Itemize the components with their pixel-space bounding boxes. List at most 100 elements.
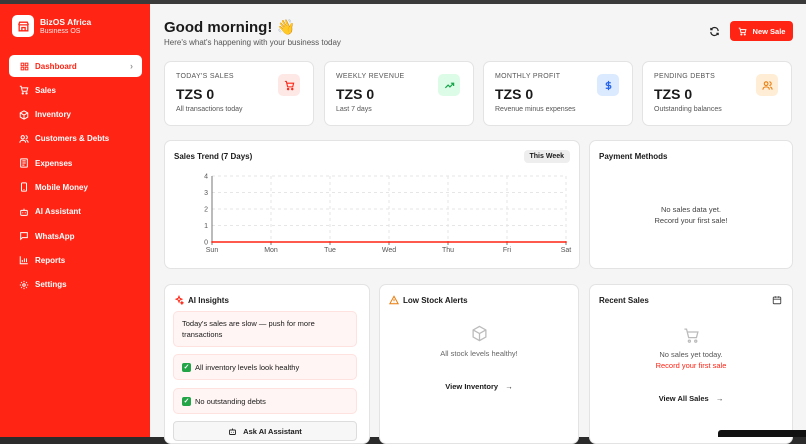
y-tick-label: 4 <box>204 174 208 181</box>
chevron-right-icon: › <box>130 61 133 71</box>
sales-trend-chart: 0 1 2 3 4 Sun Mon Tue Wed Thu Fri Sat <box>204 174 572 255</box>
sidebar-item-label: Settings <box>35 280 67 290</box>
data-point <box>329 241 331 243</box>
y-tick-label: 0 <box>204 240 208 247</box>
insight-text: No outstanding debts <box>195 396 266 406</box>
data-point <box>211 241 213 243</box>
stat-card-monthly-profit: MONTHLY PROFIT TZS 0 Revenue minus expen… <box>483 61 633 126</box>
data-point <box>270 241 272 243</box>
check-icon: ✓ <box>182 396 191 406</box>
cart-icon <box>19 85 29 95</box>
gear-icon <box>19 280 29 290</box>
stat-subtitle: Last 7 days <box>336 106 372 113</box>
ask-ai-assistant-button[interactable]: Ask AI Assistant <box>173 421 357 441</box>
sidebar-item-settings[interactable]: Settings <box>9 274 142 296</box>
x-tick-label: Sat <box>561 247 572 254</box>
check-icon: ✓ <box>182 362 191 372</box>
box-icon <box>19 109 29 120</box>
sidebar-item-label: WhatsApp <box>35 231 75 241</box>
warning-icon <box>389 295 399 305</box>
page-title: Good morning! 👋 <box>164 19 296 36</box>
sidebar-item-reports[interactable]: Reports <box>9 249 142 271</box>
stat-subtitle: Outstanding balances <box>654 106 722 113</box>
ask-ai-label: Ask AI Assistant <box>243 426 302 436</box>
low-stock-card: Low Stock Alerts All stock levels health… <box>379 284 579 444</box>
page-subtitle: Here's what's happening with your busine… <box>164 38 341 47</box>
sidebar-item-sales[interactable]: Sales <box>9 79 142 101</box>
stat-card-weekly-revenue: WEEKLY REVENUE TZS 0 Last 7 days <box>324 61 474 126</box>
stat-value: TZS 0 <box>495 86 534 102</box>
sidebar-item-label: AI Assistant <box>35 207 81 217</box>
data-point <box>565 241 567 243</box>
store-icon <box>12 15 34 37</box>
view-all-sales-link[interactable]: View All Sales → <box>590 394 792 403</box>
stat-subtitle: Revenue minus expenses <box>495 106 576 113</box>
stat-label: MONTHLY PROFIT <box>495 73 561 80</box>
stat-card-todays-sales: TODAY'S SALES TZS 0 All transactions tod… <box>164 61 314 126</box>
trending-up-icon <box>438 74 460 96</box>
sidebar-item-label: Inventory <box>35 110 72 120</box>
card-title: AI Insights <box>188 296 229 305</box>
record-first-sale-link[interactable]: Record your first sale <box>655 361 727 370</box>
sales-trend-card: Sales Trend (7 Days) This Week 0 1 2 3 4 Sun M… <box>164 140 580 269</box>
y-tick-label: 2 <box>204 207 208 214</box>
view-inventory-link[interactable]: View Inventory → <box>380 382 578 391</box>
sidebar-item-ai-assistant[interactable]: AI Assistant <box>9 201 142 223</box>
sidebar-item-expenses[interactable]: Expenses <box>9 152 142 174</box>
refresh-icon[interactable] <box>709 26 721 38</box>
y-tick-label: 3 <box>204 190 208 197</box>
insight-text: All inventory levels look healthy <box>195 362 300 372</box>
card-title: Sales Trend (7 Days) <box>174 152 253 161</box>
chat-icon <box>19 231 29 241</box>
dollar-icon <box>597 74 619 96</box>
sidebar-item-dashboard[interactable]: Dashboard › <box>9 55 142 77</box>
cart-icon <box>683 327 700 344</box>
sidebar-item-whatsapp[interactable]: WhatsApp <box>9 225 142 247</box>
ai-insights-card: AI Insights Today's sales are slow — pus… <box>164 284 370 444</box>
x-tick-label: Wed <box>382 247 396 254</box>
arrow-right-icon: → <box>715 394 724 403</box>
bot-icon <box>228 427 237 436</box>
stat-card-pending-debts: PENDING DEBTS TZS 0 Outstanding balances <box>642 61 792 126</box>
sidebar-item-inventory[interactable]: Inventory <box>9 104 142 126</box>
stat-value: TZS 0 <box>336 86 375 102</box>
stat-subtitle: All transactions today <box>176 106 243 113</box>
brand: BizOS Africa Business OS <box>0 4 150 48</box>
sidebar-item-label: Expenses <box>35 158 73 168</box>
period-badge[interactable]: This Week <box>523 150 570 163</box>
users-icon <box>19 134 29 144</box>
sidebar-item-label: Mobile Money <box>35 182 88 192</box>
stock-status-message: All stock levels healthy! <box>440 349 518 358</box>
data-point <box>388 241 390 243</box>
sidebar: BizOS Africa Business OS Dashboard › Sal… <box>0 4 150 437</box>
card-title: Low Stock Alerts <box>403 296 468 305</box>
data-point <box>447 241 449 243</box>
stat-label: TODAY'S SALES <box>176 73 234 80</box>
x-tick-label: Sun <box>206 247 219 254</box>
view-inventory-label: View Inventory <box>445 382 499 391</box>
new-sale-button[interactable]: New Sale <box>730 21 793 41</box>
sidebar-item-label: Reports <box>35 255 66 265</box>
grid-icon <box>19 61 29 71</box>
sidebar-item-customers-debts[interactable]: Customers & Debts <box>9 128 142 150</box>
sidebar-item-mobile-money[interactable]: Mobile Money <box>9 176 142 198</box>
x-tick-label: Thu <box>442 247 454 254</box>
window-top-bar <box>0 0 806 4</box>
recent-sales-card: Recent Sales No sales yet today. Record … <box>589 284 793 444</box>
phone-icon <box>19 182 29 193</box>
brand-name: BizOS Africa <box>40 16 92 27</box>
calendar-icon[interactable] <box>772 295 782 305</box>
receipt-icon <box>19 158 29 168</box>
cart-icon <box>738 27 747 36</box>
empty-message-line2: Record your first sale! <box>654 216 728 225</box>
card-title: Payment Methods <box>599 152 668 161</box>
new-sale-label: New Sale <box>752 26 786 36</box>
cart-icon <box>278 74 300 96</box>
no-sales-message: No sales yet today. <box>659 350 723 359</box>
sidebar-item-label: Sales <box>35 85 56 95</box>
data-point <box>506 241 508 243</box>
view-all-sales-label: View All Sales <box>658 394 709 403</box>
insight-item: Today's sales are slow — push for more t… <box>173 311 357 347</box>
bot-icon <box>19 207 29 217</box>
